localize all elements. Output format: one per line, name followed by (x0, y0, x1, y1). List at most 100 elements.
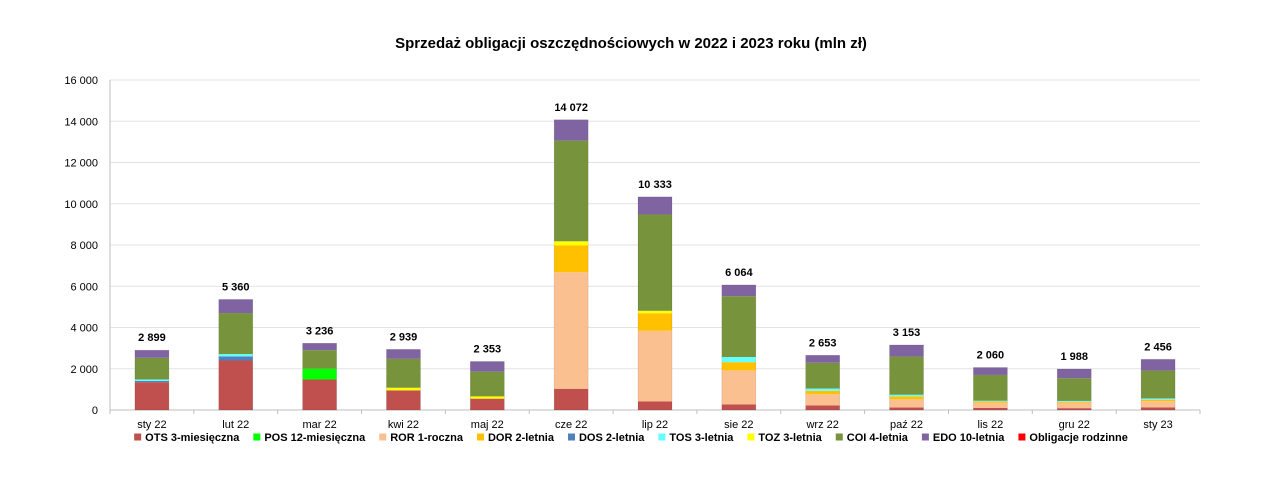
bar-segment (386, 390, 421, 410)
legend-label: DOR 2-letnia (488, 432, 555, 444)
y-tick-label: 2 000 (70, 364, 98, 376)
total-label: 2 653 (809, 337, 837, 349)
bar-segment (638, 196, 672, 215)
x-tick-label: sty 22 (137, 419, 166, 431)
legend-item: Obligacje rodzinne (1018, 432, 1128, 444)
bar-segment (302, 350, 337, 369)
legend-swatch (835, 433, 843, 441)
legend-swatch (1018, 433, 1026, 441)
y-tick-label: 14 000 (64, 116, 98, 128)
legend-swatch (921, 433, 929, 441)
bar-segment (889, 394, 924, 397)
bar-segment (134, 380, 169, 383)
y-tick-label: 6 000 (70, 281, 98, 293)
bar-segment (721, 296, 756, 357)
bar-segment (638, 214, 672, 311)
bar-segment (638, 330, 672, 402)
legend-label: COI 4-letnia (847, 432, 909, 444)
bar-segment (134, 350, 169, 358)
bar-segment (470, 396, 505, 399)
bar-segment (1141, 398, 1176, 400)
bar-segment (302, 368, 337, 380)
legend-swatch (567, 433, 575, 441)
total-label: 14 072 (554, 102, 588, 114)
bar-segment (218, 313, 253, 355)
total-label: 3 236 (306, 325, 334, 337)
bar-segment (1141, 407, 1176, 410)
bar-segment (638, 401, 672, 410)
bar-segment (554, 119, 589, 141)
total-label: 2 060 (977, 350, 1005, 362)
legend-item: POS 12-miesięczna (253, 432, 366, 444)
bar-segment (889, 356, 924, 395)
bar-segment (805, 388, 840, 391)
bar-segment (805, 362, 840, 389)
bar-segment (554, 140, 589, 242)
bar-segment (721, 404, 756, 410)
legend-item: OTS 3-miesięczna (134, 432, 240, 444)
bar-segment (1057, 402, 1092, 409)
legend-item: DOR 2-letnia (476, 432, 555, 444)
legend: OTS 3-miesięczna POS 12-miesięczna ROR 1-r… (134, 432, 1128, 444)
bar-segment (1141, 370, 1176, 399)
legend-swatch (134, 433, 142, 441)
bar-outline (973, 367, 1008, 411)
bar-segment (1057, 400, 1092, 402)
total-label: 2 899 (138, 332, 166, 344)
legend-label: TOZ 3-letnia (758, 432, 822, 444)
x-tick-label: sie 22 (724, 419, 753, 431)
x-tick-label: paź 22 (890, 419, 923, 431)
chart-title: Sprzedaż obligacji oszczędnościowych w 2… (395, 35, 867, 52)
y-tick-label: 4 000 (70, 323, 98, 335)
legend-item: TOZ 3-letnia (747, 432, 823, 444)
x-axis: sty 22 lut 22 mar 22 kwi 22 maj 22 cze 22 lip … (109, 410, 1201, 431)
legend-label: OTS 3-miesięczna (145, 432, 240, 444)
bar-segment (1141, 401, 1176, 408)
legend-swatch (476, 433, 484, 441)
bar-segment (554, 241, 589, 246)
bar-segment (1057, 408, 1092, 410)
bar-segment (889, 396, 924, 400)
legend-swatch (379, 433, 387, 441)
bar-segment (470, 361, 505, 372)
legend-label: ROR 1-roczna (390, 432, 464, 444)
total-label: 3 153 (893, 327, 921, 339)
bar-segment (134, 382, 169, 410)
y-tick-label: 0 (92, 405, 98, 417)
total-label: 1 988 (1060, 351, 1088, 363)
bar-outline (1140, 359, 1176, 411)
bar-segment (218, 354, 253, 357)
bar-segment (973, 374, 1008, 401)
bar-segment (805, 390, 840, 395)
legend-item: TOS 3-letnia (658, 432, 734, 444)
legend-item: COI 4-letnia (835, 432, 909, 444)
x-tick-label: lip 22 (642, 419, 668, 431)
bar-segment (721, 356, 756, 363)
x-tick-label: lis 22 (978, 419, 1004, 431)
bar-outline (721, 284, 757, 411)
bar-outline (386, 349, 421, 411)
legend-item: DOS 2-letnia (567, 432, 645, 444)
bar-segment (302, 379, 337, 410)
x-tick-label: sty 23 (1143, 419, 1172, 431)
total-label: 2 939 (390, 331, 418, 343)
legend-label: DOS 2-letnia (579, 432, 645, 444)
bar-outline (302, 342, 337, 411)
bar-segment (1141, 399, 1176, 402)
bar-segment (889, 344, 924, 357)
bar-segment (134, 379, 169, 381)
x-tick-label: wrz 22 (805, 419, 838, 431)
legend-label: Obligacje rodzinne (1029, 432, 1127, 444)
legend-label: TOS 3-letnia (669, 432, 734, 444)
legend-label: POS 12-miesięczna (264, 432, 366, 444)
bar-outline (637, 196, 673, 411)
bar-segment (470, 371, 505, 397)
total-labels: 2 899 5 360 3 236 2 939 2 353 14 072 10 333 6 0… (138, 102, 1172, 363)
y-axis: 0 2 000 4 000 6 000 8 000 10 000 12 000 14 000 1… (64, 75, 111, 417)
x-tick-label: gru 22 (1059, 419, 1090, 431)
y-tick-label: 16 000 (64, 75, 98, 87)
bar-segment (973, 407, 1008, 410)
x-tick-label: maj 22 (471, 419, 504, 431)
bar-outline (553, 119, 589, 411)
